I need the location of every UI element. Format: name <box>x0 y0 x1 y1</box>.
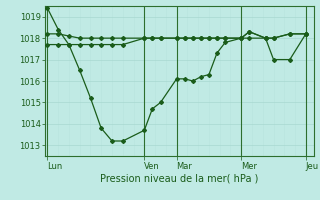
X-axis label: Pression niveau de la mer( hPa ): Pression niveau de la mer( hPa ) <box>100 173 258 183</box>
